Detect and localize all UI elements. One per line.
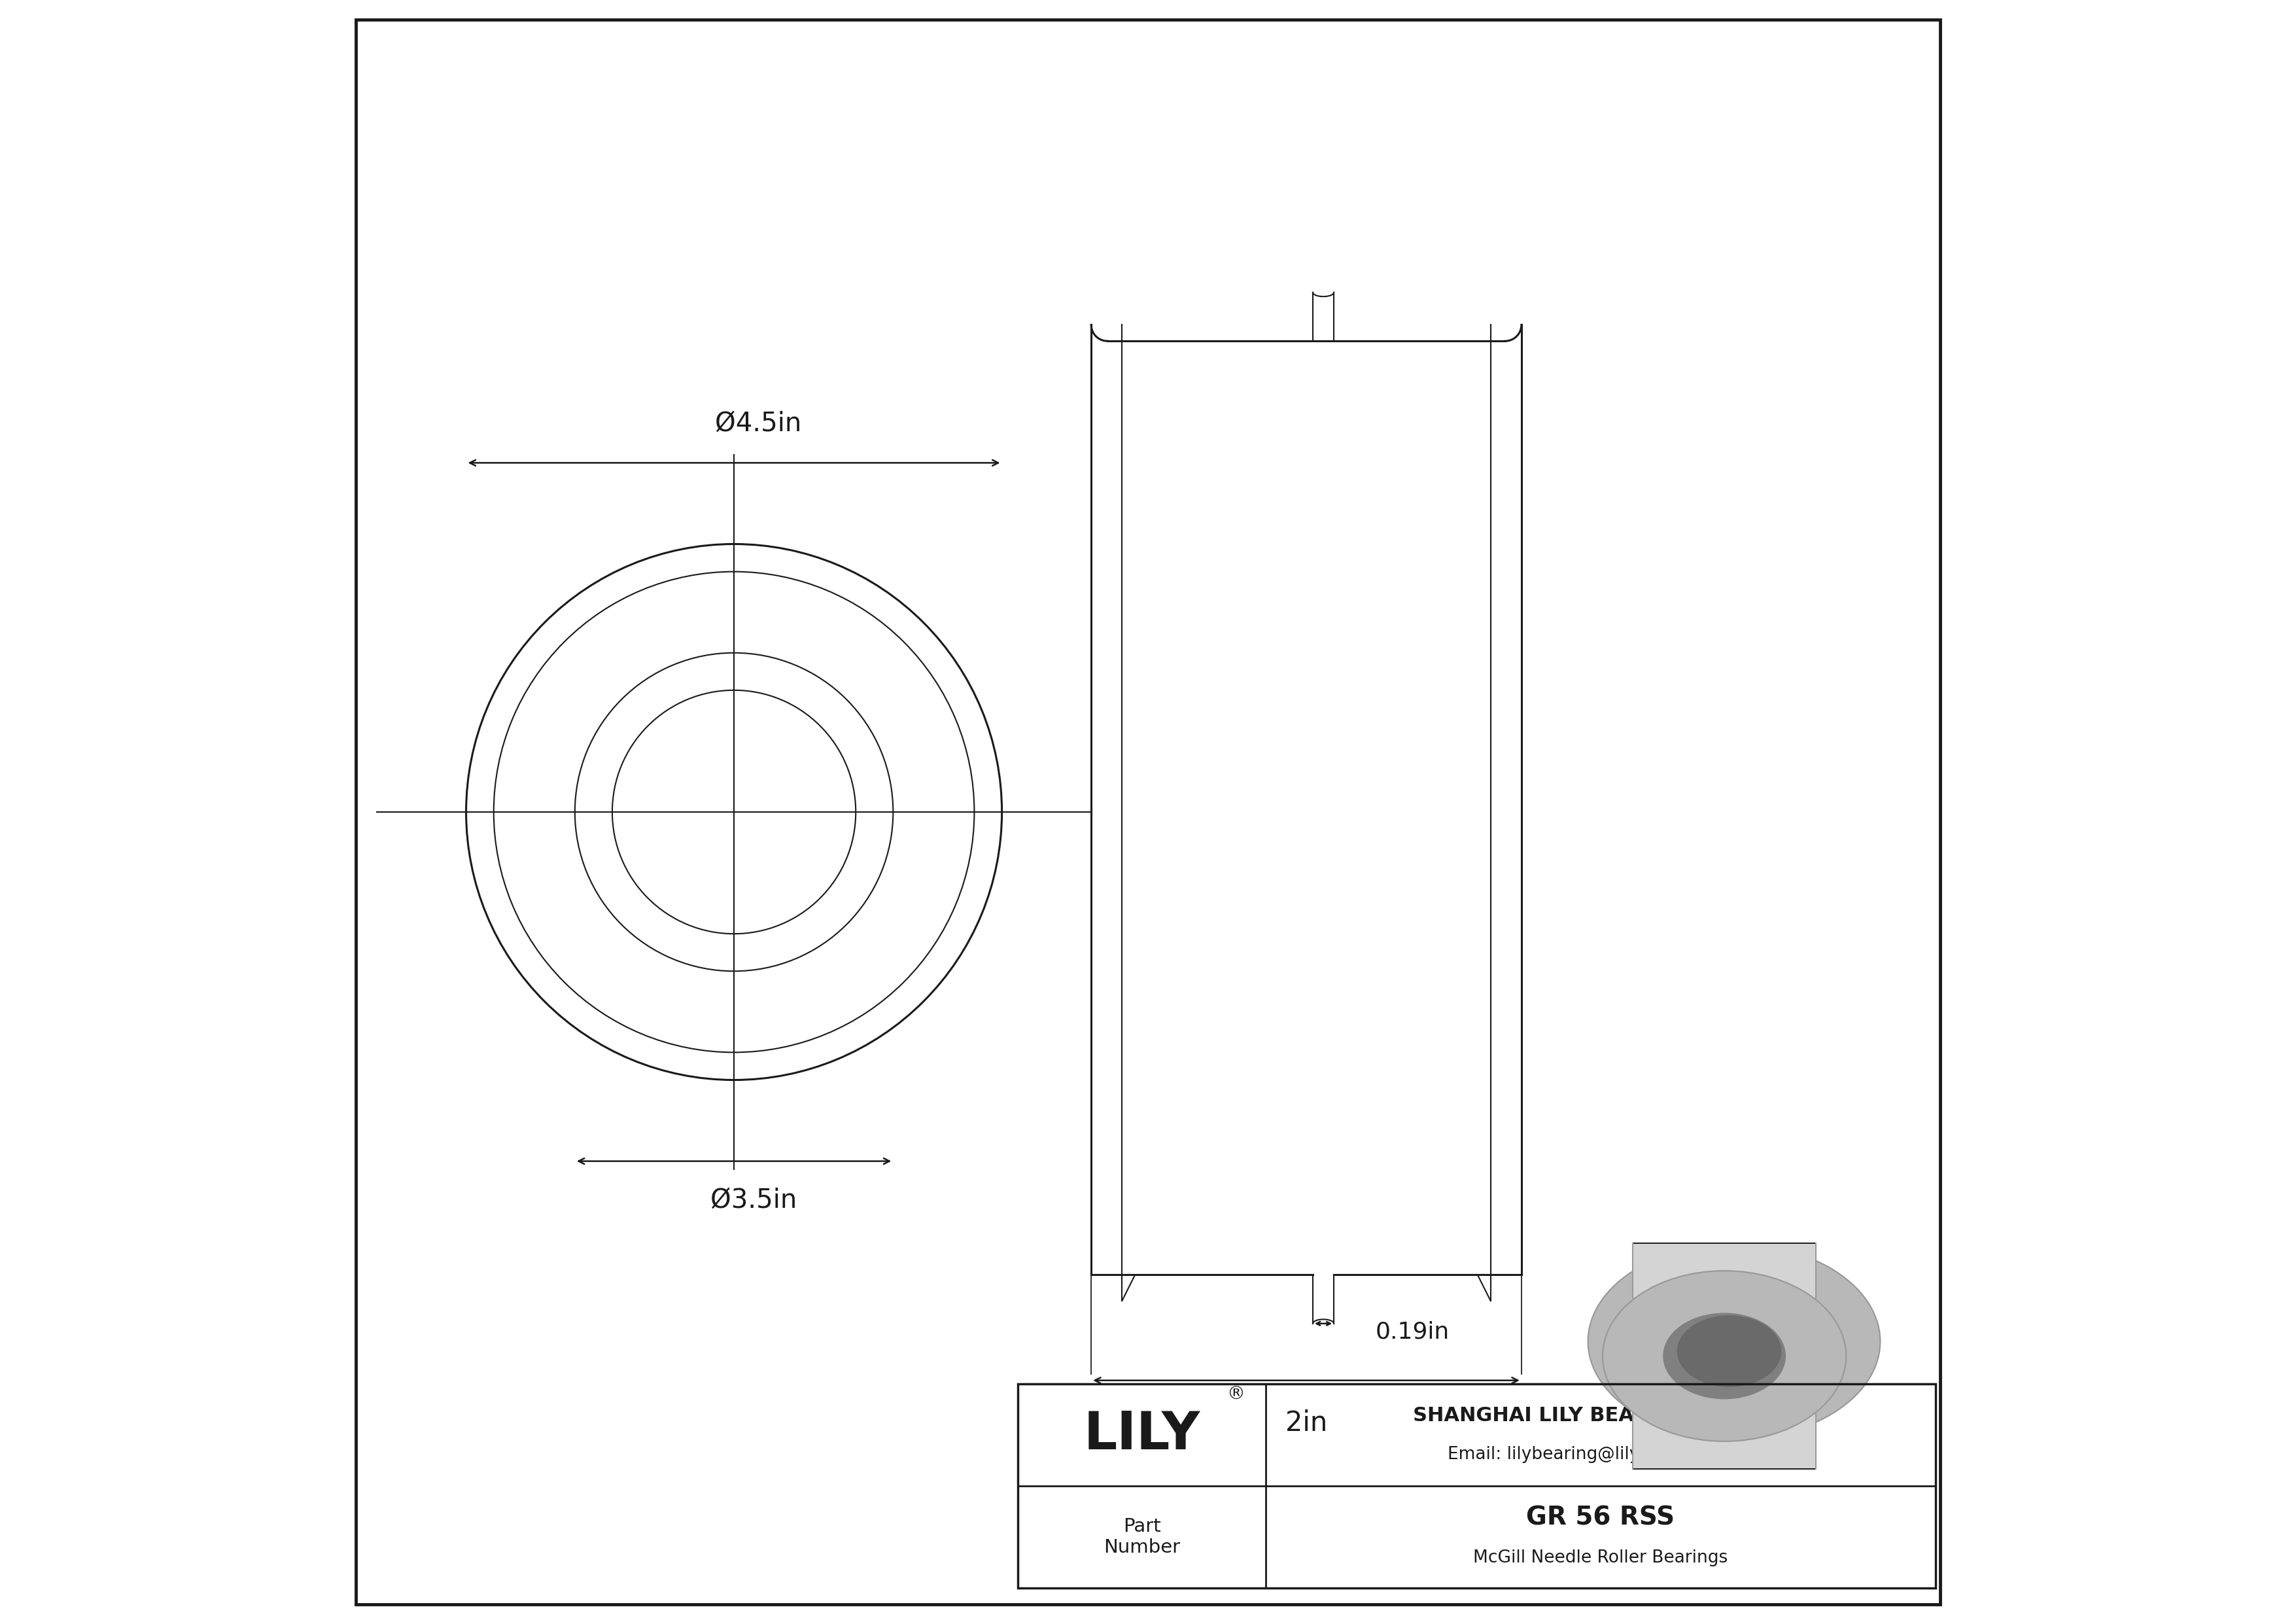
- Bar: [1017, 1384, 1936, 1588]
- Text: LILY: LILY: [1084, 1410, 1201, 1460]
- Text: Ø3.5in: Ø3.5in: [709, 1187, 797, 1213]
- Ellipse shape: [1665, 1314, 1786, 1398]
- Text: ®: ®: [1226, 1385, 1244, 1403]
- Text: McGill Needle Roller Bearings: McGill Needle Roller Bearings: [1474, 1549, 1729, 1567]
- Text: SHANGHAI LILY BEARING LIMITED: SHANGHAI LILY BEARING LIMITED: [1414, 1406, 1789, 1424]
- Text: 2in: 2in: [1286, 1410, 1327, 1437]
- Text: 0.19in: 0.19in: [1375, 1320, 1449, 1343]
- Bar: [1632, 1311, 1816, 1328]
- Ellipse shape: [1678, 1315, 1782, 1387]
- Text: Ø4.5in: Ø4.5in: [714, 411, 801, 437]
- Text: Email: lilybearing@lily-bearing.com: Email: lilybearing@lily-bearing.com: [1446, 1445, 1754, 1463]
- Text: GR 56 RSS: GR 56 RSS: [1527, 1505, 1674, 1530]
- Bar: [1632, 1244, 1816, 1468]
- Ellipse shape: [1603, 1270, 1846, 1442]
- Ellipse shape: [1589, 1244, 1880, 1439]
- Text: Part
Number: Part Number: [1104, 1517, 1180, 1557]
